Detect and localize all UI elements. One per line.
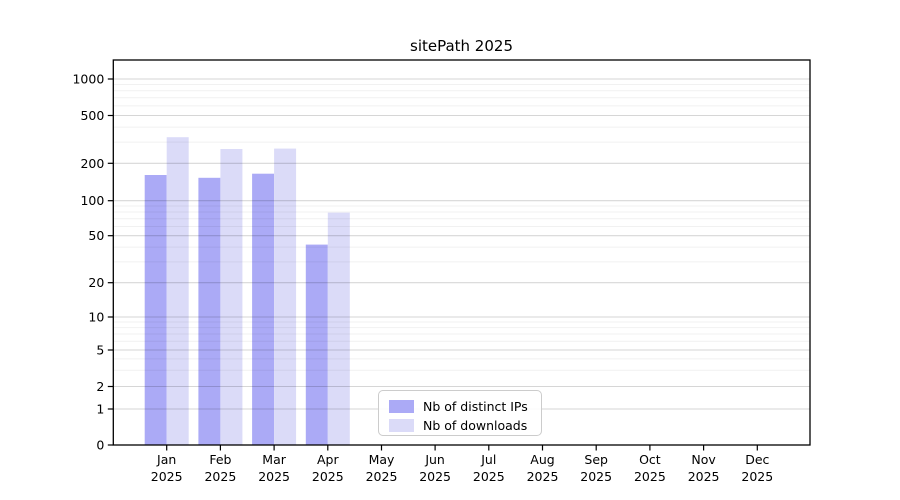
x-tick-label-month: Jul (480, 452, 496, 467)
downloads-swatch-icon (389, 418, 414, 432)
x-tick-label-month: Aug (530, 452, 554, 467)
x-tick-label-month: Dec (745, 452, 769, 467)
x-tick-label-month: Sep (584, 452, 608, 467)
x-tick-label-month: Apr (317, 452, 339, 467)
x-tick-label-month: Jun (424, 452, 445, 467)
x-tick-label-month: Nov (691, 452, 716, 467)
y-tick-label: 2 (96, 379, 104, 394)
x-tick-label-year: 2025 (580, 469, 612, 484)
legend-item-distinct-ips: Nb of distinct IPs (389, 397, 541, 415)
legend-item-downloads: Nb of downloads (389, 416, 541, 434)
legend: Nb of distinct IPs Nb of downloads (378, 390, 542, 436)
x-tick-label-month: Oct (639, 452, 661, 467)
x-tick-label-year: 2025 (366, 469, 398, 484)
x-tick-label-year: 2025 (312, 469, 344, 484)
bar-downloads-apr (327, 212, 350, 445)
bar-distinct_ips-feb (198, 177, 221, 446)
y-tick-label: 100 (80, 193, 104, 208)
x-tick-label-year: 2025 (634, 469, 666, 484)
x-tick-label-year: 2025 (688, 469, 720, 484)
y-tick-label: 1000 (72, 72, 104, 87)
y-tick-label: 10 (88, 310, 104, 325)
legend-item-label: Nb of distinct IPs (423, 398, 528, 414)
distinct-ips-swatch-icon (389, 399, 414, 413)
y-tick-label: 1 (96, 402, 104, 417)
x-tick-label-year: 2025 (527, 469, 559, 484)
y-tick-label: 20 (88, 275, 104, 290)
chart-title: sitePath 2025 (410, 37, 513, 55)
y-tick-label: 200 (80, 156, 104, 171)
y-tick-label: 5 (96, 343, 104, 358)
x-tick-label-year: 2025 (204, 469, 236, 484)
bar-downloads-mar (274, 148, 297, 445)
bar-distinct_ips-apr (305, 244, 328, 445)
x-tick-label-year: 2025 (151, 469, 183, 484)
y-tick-label: 500 (80, 108, 104, 123)
x-tick-label-month: Feb (209, 452, 231, 467)
x-tick-label-year: 2025 (741, 469, 773, 484)
x-tick-label-month: Mar (262, 452, 286, 467)
bar-downloads-feb (220, 149, 243, 445)
x-tick-label-year: 2025 (473, 469, 505, 484)
bar-distinct_ips-mar (252, 173, 275, 445)
bar-distinct_ips-jan (144, 175, 167, 445)
y-tick-label: 0 (96, 438, 104, 453)
bar-downloads-jan (166, 137, 189, 445)
x-tick-label-year: 2025 (258, 469, 290, 484)
plot-border (112, 59, 811, 446)
y-tick-label: 50 (88, 228, 104, 243)
x-tick-label-month: May (369, 452, 395, 467)
x-tick-label-month: Jan (156, 452, 176, 467)
x-tick-label-year: 2025 (419, 469, 451, 484)
legend-item-label: Nb of downloads (423, 417, 528, 433)
